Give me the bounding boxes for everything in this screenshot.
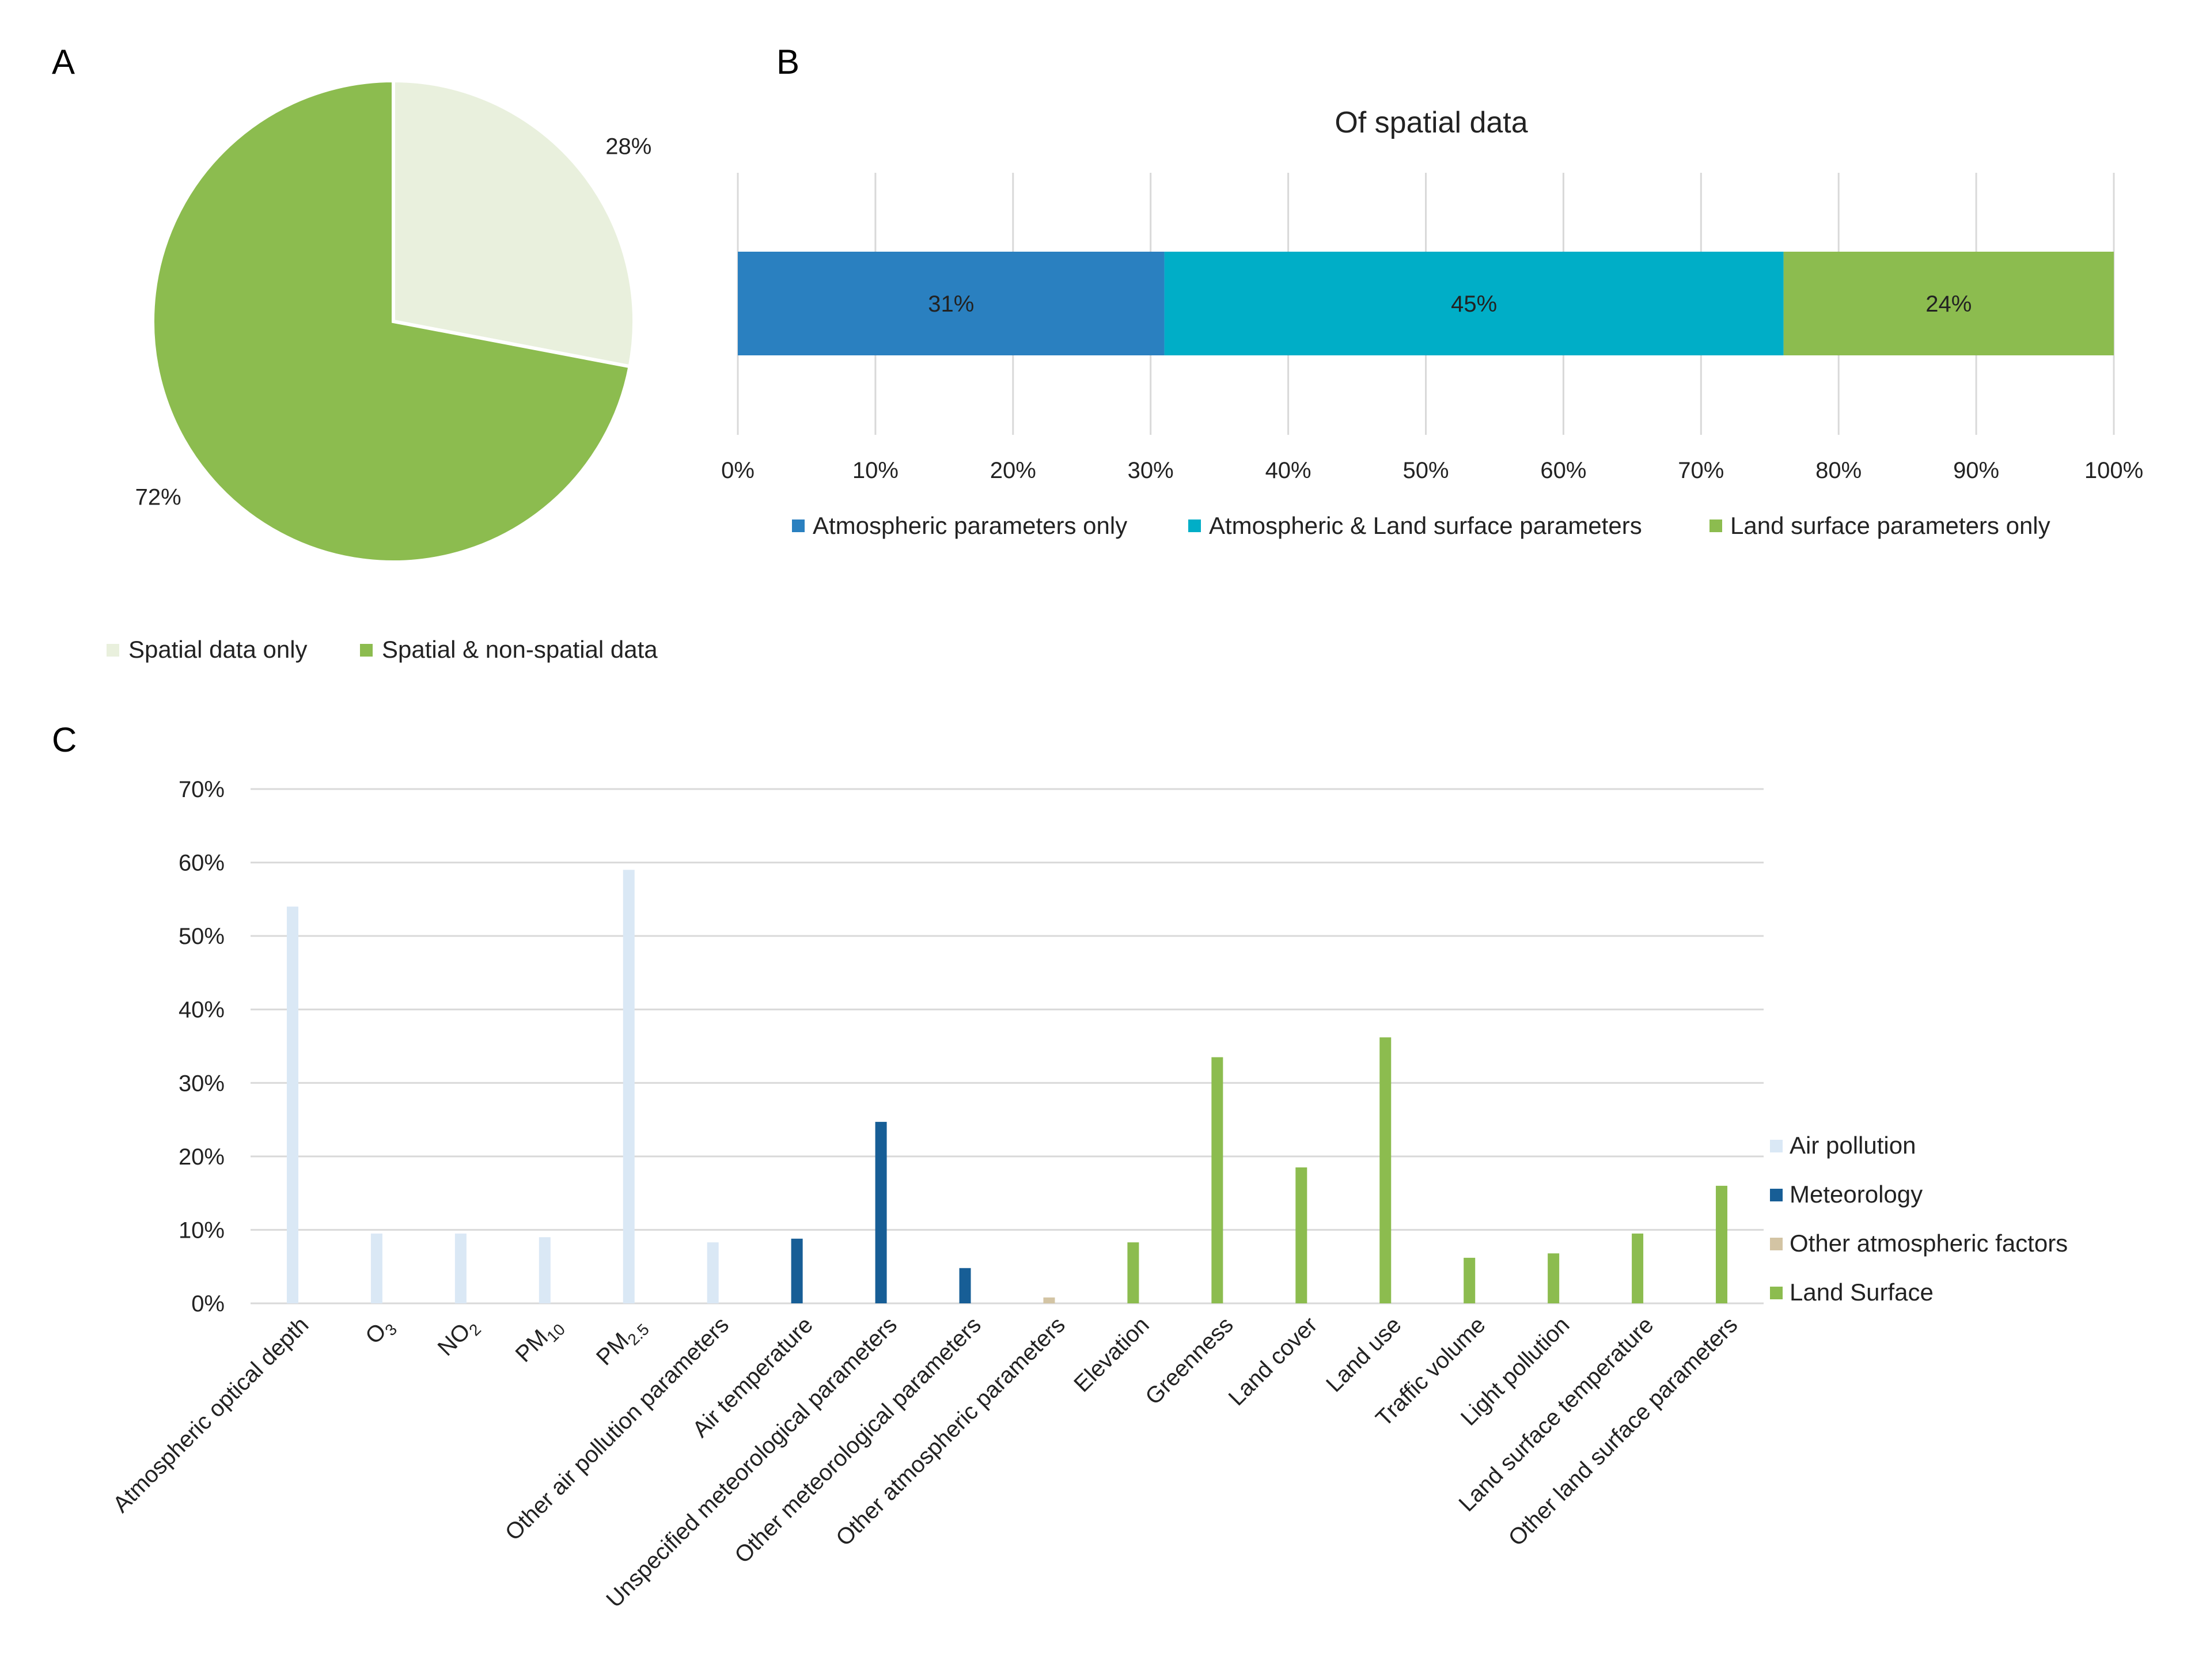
x-tick-label: Unspecified meteorological parameters: [601, 1312, 902, 1613]
legend-label: Meteorology: [1790, 1181, 1923, 1208]
legend-swatch: [107, 644, 119, 657]
legend-label: Spatial data only: [128, 636, 308, 663]
x-tick-label: 30%: [1128, 458, 1174, 483]
legend-swatch: [1770, 1287, 1783, 1299]
pie-slice-label: 72%: [135, 485, 181, 510]
x-tick-label-main: Atmospheric optical depth: [108, 1312, 314, 1518]
legend-swatch: [1188, 519, 1201, 532]
panel-label-a: A: [52, 43, 75, 81]
bar: [454, 1233, 467, 1303]
x-tick-label-main: Land use: [1321, 1312, 1406, 1397]
legend-label: Land Surface: [1790, 1279, 1934, 1306]
legend-label: Spatial & non-spatial data: [382, 636, 658, 663]
x-tick-label: Elevation: [1069, 1312, 1154, 1397]
x-tick-label: Atmospheric optical depth: [108, 1312, 314, 1518]
bar: [286, 907, 298, 1303]
legend-label: Other atmospheric factors: [1790, 1230, 2068, 1257]
x-tick-label: 90%: [1953, 458, 1999, 483]
y-tick-label: 60%: [179, 851, 225, 876]
y-tick-label: 70%: [179, 777, 225, 802]
x-tick-label: PM2.5: [592, 1312, 653, 1373]
y-tick-label: 50%: [179, 924, 225, 949]
x-tick-label: PM10: [511, 1312, 569, 1370]
y-tick-label: 10%: [179, 1218, 225, 1243]
legend-swatch: [792, 519, 805, 532]
legend-swatch: [1770, 1189, 1783, 1201]
segment-label: 24%: [1925, 291, 1972, 317]
x-tick-label: 100%: [2084, 458, 2143, 483]
stacked-bar-title: Of spatial data: [1335, 106, 1527, 139]
pie-slice: [392, 78, 636, 369]
bar: [623, 870, 635, 1303]
y-tick-label: 20%: [179, 1144, 225, 1170]
bar: [1464, 1257, 1476, 1303]
pie-legend: Spatial data only Spatial & non-spatial d…: [107, 636, 658, 663]
pie-slice: [151, 78, 632, 564]
x-tick-label: 40%: [1265, 458, 1311, 483]
bar: [1548, 1253, 1560, 1303]
x-tick-label: 0%: [721, 458, 755, 483]
x-tick-label: 60%: [1540, 458, 1586, 483]
y-tick-label: 30%: [179, 1071, 225, 1096]
legend-label: Air pollution: [1790, 1132, 1916, 1159]
segment-label: 45%: [1451, 291, 1497, 317]
bar: [791, 1238, 803, 1303]
bar: [707, 1242, 719, 1303]
category-bar-chart: 0% 10% 20% 30% 40% 50% 60% 70% Atmospheric optic…: [108, 777, 1764, 1613]
bar: [370, 1233, 382, 1303]
stacked-bar-chart: 0% 10% 20% 30% 40% 50% 60% 70% 80% 90% 100% 31% 45% 2…: [721, 173, 2143, 483]
bar: [539, 1237, 551, 1303]
legend-label: Atmospheric parameters only: [813, 512, 1127, 539]
bar: [1632, 1233, 1644, 1303]
bar: [1043, 1297, 1055, 1303]
legend-swatch: [360, 644, 373, 657]
x-tick-label: O3: [361, 1312, 400, 1352]
legend-label: Land surface parameters only: [1730, 512, 2050, 539]
panel-label-c: C: [52, 720, 77, 759]
panel-label-b: B: [776, 43, 799, 81]
legend-swatch: [1770, 1238, 1783, 1250]
bar: [959, 1268, 971, 1303]
bar: [1127, 1242, 1139, 1303]
x-tick-label: 20%: [990, 458, 1036, 483]
legend-swatch: [1709, 519, 1722, 532]
pie-chart: 28% 72%: [135, 78, 651, 564]
x-tick-label: Land use: [1321, 1312, 1406, 1397]
legend-label: Atmospheric & Land surface parameters: [1209, 512, 1642, 539]
x-tick-label: 70%: [1678, 458, 1724, 483]
legend-swatch: [1770, 1140, 1783, 1152]
x-tick-label-main: Unspecified meteorological parameters: [601, 1312, 902, 1613]
bar: [875, 1121, 887, 1303]
y-tick-label: 40%: [179, 998, 225, 1023]
x-tick-label-main: Elevation: [1069, 1312, 1154, 1397]
stacked-bar-segment: [738, 252, 1165, 355]
pie-slice-label: 28%: [605, 134, 651, 159]
x-tick-label: 10%: [852, 458, 899, 483]
bar: [1295, 1167, 1307, 1303]
bar: [1716, 1185, 1728, 1303]
x-tick-label: 80%: [1815, 458, 1862, 483]
bar: [1379, 1037, 1392, 1303]
x-tick-label-main: Land cover: [1224, 1312, 1322, 1410]
x-tick-label: Land cover: [1224, 1312, 1322, 1410]
segment-label: 31%: [928, 291, 974, 317]
x-tick-label: Greenness: [1140, 1312, 1238, 1409]
x-tick-label: NO2: [433, 1312, 485, 1364]
stacked-bar-segment: [1164, 252, 1784, 355]
x-tick-label: 50%: [1402, 458, 1449, 483]
x-tick-label-main: Greenness: [1140, 1312, 1238, 1409]
stacked-bar-segment: [1783, 252, 2114, 355]
stacked-bar-legend: Atmospheric parameters only Atmospheric &…: [792, 512, 2050, 539]
bar: [1211, 1057, 1223, 1303]
category-bar-legend: Air pollution Meteorology Other atmospheri…: [1770, 1132, 2068, 1306]
y-tick-label: 0%: [191, 1291, 225, 1317]
